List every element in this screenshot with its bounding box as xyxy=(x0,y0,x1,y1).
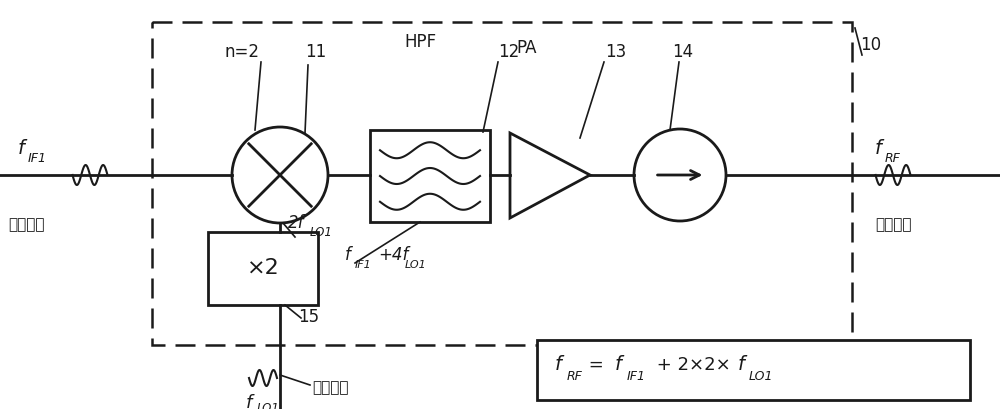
Text: 15: 15 xyxy=(298,308,319,326)
Text: f: f xyxy=(345,246,351,264)
Text: =: = xyxy=(583,356,610,374)
Text: 输入信号: 输入信号 xyxy=(8,218,44,232)
Text: LO1: LO1 xyxy=(310,227,333,240)
Text: PA: PA xyxy=(516,39,536,57)
Text: f: f xyxy=(875,139,882,157)
Text: IF1: IF1 xyxy=(355,260,372,270)
Bar xyxy=(208,232,318,305)
Text: + 2×2×: + 2×2× xyxy=(651,356,731,374)
Text: f: f xyxy=(246,394,252,409)
Text: IF1: IF1 xyxy=(627,371,646,384)
Text: LO1: LO1 xyxy=(257,402,280,409)
Text: 11: 11 xyxy=(305,43,326,61)
Text: 14: 14 xyxy=(672,43,693,61)
Text: 10: 10 xyxy=(860,36,881,54)
Text: n=2: n=2 xyxy=(225,43,260,61)
Text: LO1: LO1 xyxy=(749,371,774,384)
Text: f: f xyxy=(615,355,622,375)
Text: 输出信号: 输出信号 xyxy=(875,218,912,232)
Text: f: f xyxy=(738,355,745,375)
Text: LO1: LO1 xyxy=(405,260,427,270)
Text: f: f xyxy=(555,355,562,375)
Text: 13: 13 xyxy=(605,43,626,61)
Bar xyxy=(370,130,490,222)
Text: 12: 12 xyxy=(498,43,519,61)
Bar xyxy=(537,340,970,400)
Text: 本振信号: 本振信号 xyxy=(312,380,349,396)
Text: ×2: ×2 xyxy=(247,258,279,279)
Text: RF: RF xyxy=(885,151,901,164)
Text: HPF: HPF xyxy=(404,33,436,51)
Text: RF: RF xyxy=(567,371,583,384)
Text: +4f: +4f xyxy=(378,246,408,264)
Text: 2f: 2f xyxy=(288,214,304,232)
Text: IF1: IF1 xyxy=(28,151,47,164)
Text: f: f xyxy=(18,139,25,157)
